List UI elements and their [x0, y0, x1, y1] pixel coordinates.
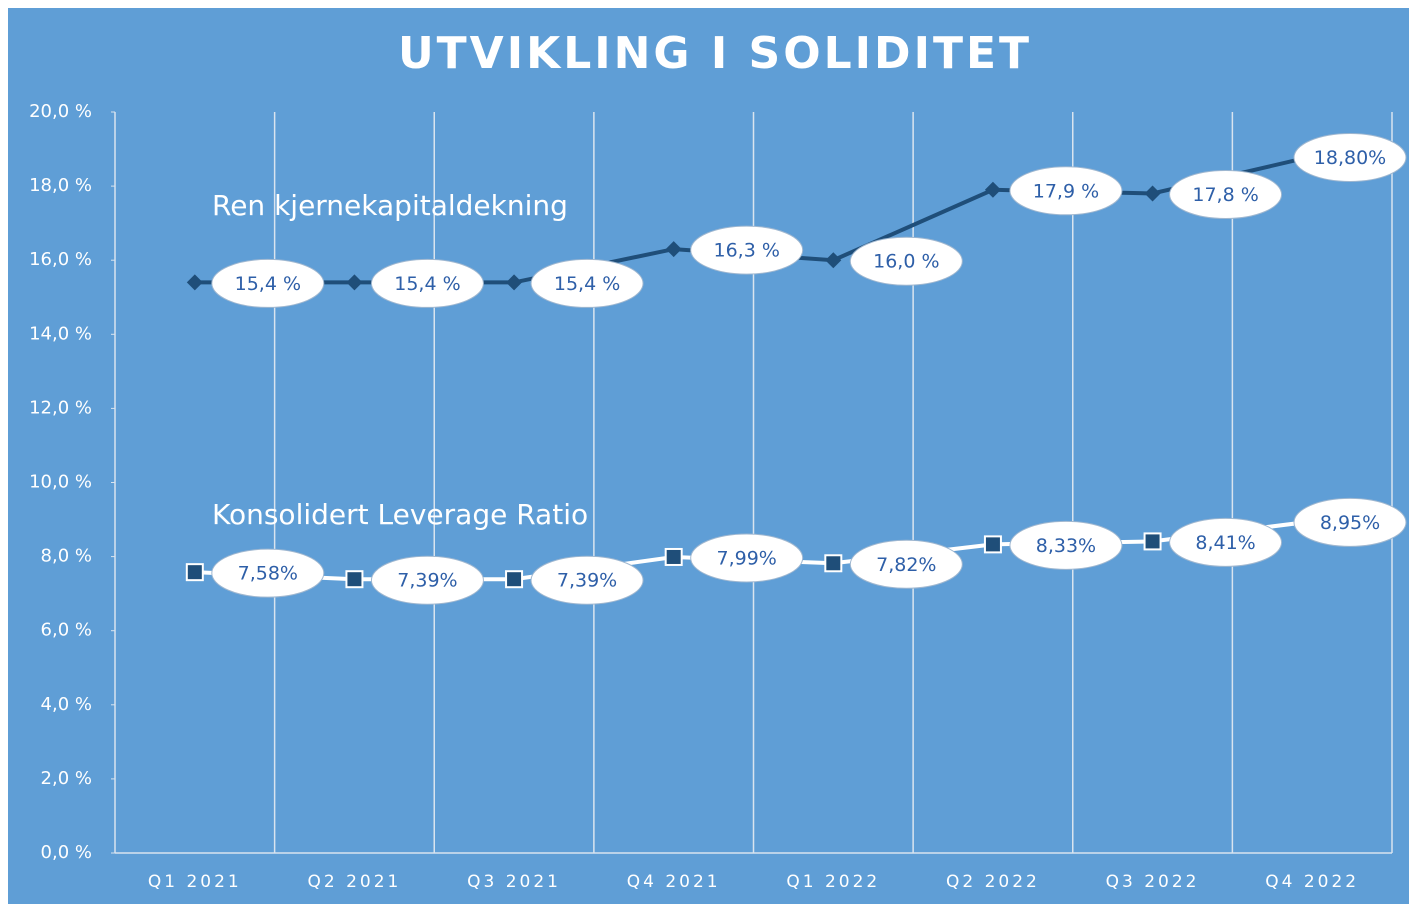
- data-label: 18,80%: [1314, 147, 1386, 169]
- y-tick-label: 6,0 %: [41, 620, 92, 641]
- label-bubble: [370, 555, 484, 605]
- y-tick-label: 0,0 %: [41, 842, 92, 863]
- marker: [185, 563, 204, 582]
- label-bubble: [1009, 520, 1123, 570]
- y-tick-label: 10,0 %: [29, 472, 92, 493]
- label-bubble: [1169, 170, 1283, 220]
- label-bubble: [849, 539, 963, 589]
- label-bubble: [370, 258, 484, 308]
- series-name: Ren kjernekapitaldekning: [212, 189, 568, 222]
- marker: [346, 274, 363, 291]
- label-bubble: [690, 533, 804, 583]
- data-label: 16,0 %: [873, 251, 939, 273]
- data-label: 16,3 %: [713, 240, 779, 262]
- y-tick-label: 14,0 %: [29, 323, 92, 344]
- chart-background: [8, 8, 1409, 904]
- data-label: 15,4 %: [394, 273, 460, 295]
- series-name: Konsolidert Leverage Ratio: [212, 498, 588, 531]
- chart-title: UTVIKLING I SOLIDITET: [398, 28, 1032, 79]
- data-label: 7,58%: [238, 563, 298, 585]
- marker: [824, 554, 843, 573]
- x-tick-label: Q3 2022: [1106, 872, 1200, 892]
- label-bubble: [690, 225, 804, 275]
- data-label: 8,95%: [1320, 512, 1380, 534]
- marker: [825, 252, 842, 269]
- data-label: 8,33%: [1036, 535, 1096, 557]
- y-tick-label: 18,0 %: [29, 175, 92, 196]
- marker: [505, 570, 524, 589]
- marker: [1143, 532, 1162, 551]
- label-bubble: [1009, 166, 1123, 216]
- label-bubble: [1293, 132, 1407, 182]
- data-label: 7,39%: [557, 570, 617, 592]
- data-label: 7,82%: [876, 554, 936, 576]
- label-bubble: [849, 236, 963, 286]
- marker: [186, 274, 203, 291]
- data-label: 8,41%: [1195, 532, 1255, 554]
- y-tick-label: 4,0 %: [41, 694, 92, 715]
- x-tick-label: Q2 2022: [946, 872, 1040, 892]
- x-tick-label: Q4 2021: [627, 872, 721, 892]
- data-label: 7,39%: [397, 570, 457, 592]
- data-label: 15,4 %: [554, 273, 620, 295]
- x-tick-label: Q2 2021: [308, 872, 402, 892]
- marker: [345, 570, 364, 589]
- data-label: 7,99%: [717, 547, 777, 569]
- y-tick-label: 2,0 %: [41, 768, 92, 789]
- data-label: 17,9 %: [1033, 180, 1099, 202]
- marker: [665, 241, 682, 258]
- y-tick-label: 8,0 %: [41, 546, 92, 567]
- y-tick-label: 20,0 %: [29, 101, 92, 122]
- marker: [1144, 185, 1161, 202]
- y-tick-label: 12,0 %: [29, 397, 92, 418]
- label-bubble: [211, 548, 325, 598]
- data-label: 15,4 %: [235, 273, 301, 295]
- label-bubble: [211, 258, 325, 308]
- x-tick-label: Q1 2022: [786, 872, 880, 892]
- marker: [664, 547, 683, 566]
- label-bubble: [530, 258, 644, 308]
- y-tick-label: 16,0 %: [29, 249, 92, 270]
- label-bubble: [1169, 517, 1283, 567]
- label-bubble: [1293, 497, 1407, 547]
- marker: [506, 274, 523, 291]
- label-bubble: [530, 555, 644, 605]
- x-tick-label: Q4 2022: [1265, 872, 1359, 892]
- x-tick-label: Q3 2021: [467, 872, 561, 892]
- marker: [983, 535, 1002, 554]
- data-label: 17,8 %: [1192, 184, 1258, 206]
- marker: [984, 181, 1001, 198]
- x-tick-label: Q1 2021: [148, 872, 242, 892]
